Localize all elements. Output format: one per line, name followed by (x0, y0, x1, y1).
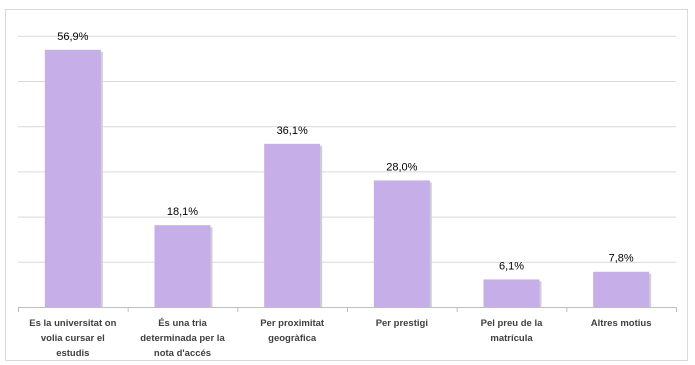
data-label-3: 36,1% (277, 125, 308, 137)
category-label-5-line-1: Pel preu de la (481, 318, 543, 329)
category-label-1-line-2: volia cursar el (41, 333, 105, 344)
bar-5 (483, 279, 540, 307)
chart-frame: 56,9% 18,1% 36,1% 28,0% 6,1% 7,8% Es la unive… (5, 9, 688, 361)
category-label-3-line-1: Per proximitat (260, 318, 325, 329)
data-label-5: 6,1% (499, 260, 524, 272)
bar-2 (154, 225, 211, 307)
data-label-4: 28,0% (386, 161, 417, 173)
category-label-1-line-1: Es la universitat on (29, 318, 116, 329)
data-label-1: 56,9% (57, 31, 88, 43)
category-label-5-line-2: matrícula (490, 333, 533, 344)
category-label-6-line-1: Altres motius (591, 318, 652, 329)
category-label-3-line-2: geogràfica (268, 333, 317, 344)
data-labels: 56,9% 18,1% 36,1% 28,0% 6,1% 7,8% (57, 31, 634, 273)
category-label-4-line-1: Per prestigi (376, 318, 428, 329)
bar-3 (264, 143, 321, 307)
bars (44, 49, 652, 308)
gridlines (18, 35, 676, 263)
x-axis (18, 307, 677, 312)
data-label-6: 7,8% (609, 253, 634, 265)
bar-6 (593, 271, 650, 307)
category-labels: Es la universitat on volia cursar el estud… (29, 318, 651, 359)
bar-chart: 56,9% 18,1% 36,1% 28,0% 6,1% 7,8% Es la unive… (18, 31, 677, 359)
category-label-2-line-2: determinada per la (140, 333, 225, 344)
category-label-1-line-3: estudis (56, 348, 89, 359)
category-label-2-line-1: És una tria (158, 318, 207, 329)
data-label-2: 18,1% (167, 206, 198, 218)
category-label-2-line-3: nota d'accés (154, 348, 211, 359)
bar-1 (44, 49, 101, 307)
bar-4 (373, 180, 430, 307)
